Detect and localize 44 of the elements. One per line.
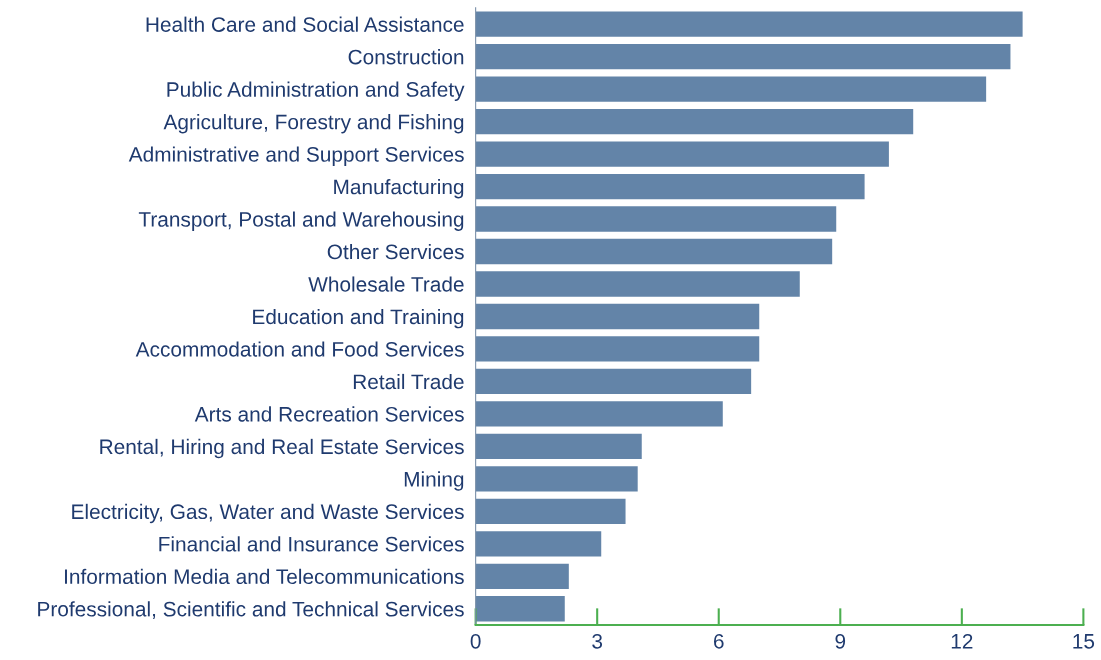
bar <box>475 173 865 200</box>
y-tick-label: Transport, Postal and Warehousing <box>138 211 464 231</box>
bar <box>475 238 833 265</box>
y-tick-label: Retail Trade <box>353 373 464 390</box>
y-tick-label: Administrative and Support Services <box>128 146 464 166</box>
bar <box>475 596 565 622</box>
x-tick-label: 6 <box>714 633 724 649</box>
y-tick-label: Agriculture, Forestry and Fishing <box>163 114 464 134</box>
y-tick-label: Other Services <box>327 243 464 260</box>
bar <box>475 433 642 460</box>
bar <box>475 336 760 362</box>
y-tick-label: Public Administration and Safety <box>167 81 465 101</box>
y-tick-label: Manufacturing <box>334 179 464 199</box>
bar <box>475 401 723 427</box>
y-tick-label: Health Care and Social Assistance <box>146 16 464 32</box>
bar <box>475 43 1011 70</box>
y-tick-label: Financial and Insurance Services <box>159 536 464 552</box>
bar <box>475 498 626 525</box>
x-tick-label: 3 <box>592 633 603 649</box>
x-tick-label: 9 <box>835 633 846 649</box>
y-tick-label: Information Media and Telecommunications <box>65 568 464 585</box>
y-tick-label: Arts and Recreation Services <box>194 406 464 422</box>
x-tick-label: 12 <box>951 633 973 649</box>
y-tick-label: Professional, Scientific and Technical Services <box>38 601 464 619</box>
bar <box>475 303 760 330</box>
bar <box>475 271 800 297</box>
y-tick-label: Rental, Hiring and Real Estate Services <box>100 438 464 459</box>
y-tick-label: Electricity, Gas, Water and Waste Services <box>72 503 464 524</box>
y-tick-label: Construction <box>348 49 464 65</box>
bar <box>475 108 914 135</box>
bar <box>475 206 837 232</box>
x-tick-label: 0 <box>470 633 481 649</box>
bar <box>475 531 602 557</box>
y-tick-label: Accommodation and Food Services <box>135 341 464 357</box>
y-tick-label: Wholesale Trade <box>308 276 464 292</box>
y-tick-label: Mining <box>404 471 464 491</box>
y-tick-label: Education and Training <box>253 308 464 329</box>
bar <box>475 141 889 167</box>
bar <box>475 466 638 492</box>
bar <box>475 368 752 395</box>
bar <box>475 563 569 589</box>
bar <box>475 76 987 102</box>
x-tick-label: 15 <box>1073 634 1095 649</box>
bar <box>475 11 1023 37</box>
